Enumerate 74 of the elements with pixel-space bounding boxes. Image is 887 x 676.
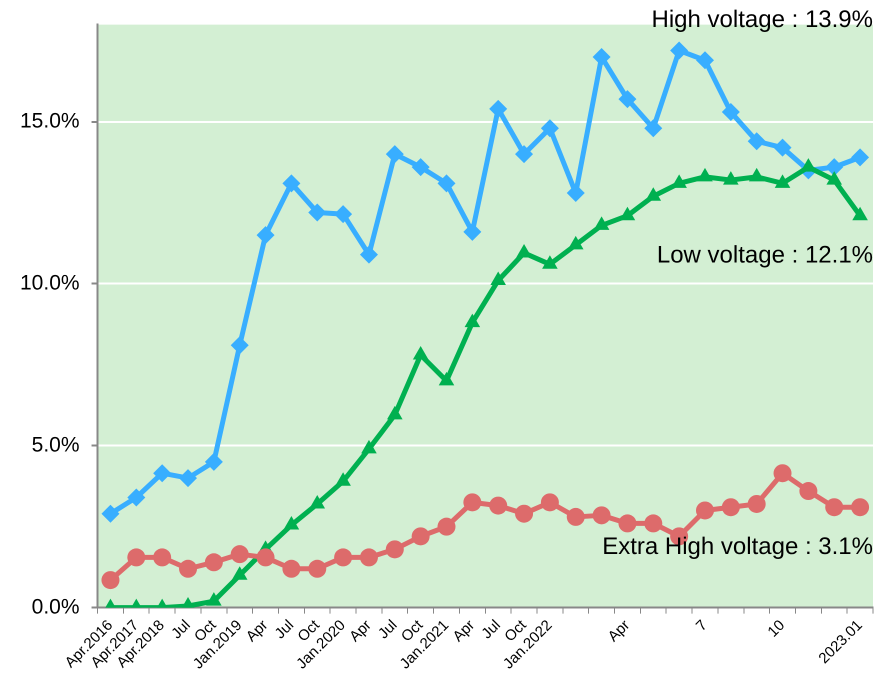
y-tick-label: 5.0% [32, 433, 80, 456]
point [774, 138, 792, 157]
point [153, 548, 172, 566]
series-label: High voltage : 13.9% [652, 6, 873, 34]
point [360, 548, 378, 566]
point [748, 494, 766, 513]
x-tick-label: Apr [604, 616, 634, 646]
point [799, 482, 818, 500]
point [644, 119, 662, 138]
point [696, 501, 714, 520]
point [670, 42, 688, 60]
point [153, 464, 172, 482]
x-tick-label: Apr [450, 616, 478, 646]
point [412, 527, 430, 546]
point [618, 514, 636, 532]
x-tick-label: Apr [346, 616, 375, 646]
series-label: Low voltage : 12.1% [656, 241, 873, 268]
point [489, 100, 508, 118]
point [540, 119, 559, 138]
y-tick-label: 15.0% [20, 110, 80, 133]
point [127, 548, 146, 566]
point [179, 469, 198, 488]
point [282, 174, 300, 192]
x-tick-label: 7 [692, 616, 711, 635]
point [774, 464, 792, 482]
point [282, 560, 300, 578]
point [463, 222, 482, 241]
point [825, 158, 844, 176]
point [592, 48, 611, 66]
y-tick-label: 10.0% [20, 272, 80, 295]
point [179, 560, 198, 578]
x-tick-label: Jul [374, 616, 401, 642]
point [515, 504, 534, 523]
point [489, 496, 508, 515]
point [204, 452, 223, 471]
point [463, 493, 482, 512]
point [722, 103, 740, 122]
point [696, 51, 714, 70]
point [412, 158, 430, 176]
x-tick-label: Jul [168, 616, 194, 642]
point [101, 504, 120, 523]
point [825, 498, 844, 516]
x-tick-label: Apr [242, 616, 272, 646]
point [308, 203, 326, 222]
series-label: Extra High voltage : 3.1% [602, 532, 873, 560]
point [334, 205, 352, 224]
point [334, 548, 352, 566]
x-tick-label: 10 [764, 616, 788, 641]
point [101, 571, 120, 590]
point [256, 226, 275, 244]
point [386, 540, 404, 558]
point [308, 560, 326, 578]
x-tick-label: Jul [478, 616, 504, 642]
point [438, 174, 456, 192]
point [540, 493, 559, 512]
point [386, 145, 404, 164]
point [851, 148, 870, 166]
point [438, 518, 456, 536]
y-tick-label: 0.0% [32, 595, 80, 618]
point [644, 514, 662, 532]
x-tick-label: Jul [272, 616, 298, 642]
point [230, 336, 249, 354]
point [360, 246, 378, 264]
point [127, 488, 146, 506]
point [851, 498, 870, 516]
point [748, 132, 766, 150]
point [515, 145, 534, 164]
point [618, 90, 636, 108]
point [566, 508, 585, 526]
point [592, 506, 611, 524]
point [204, 553, 223, 572]
point [722, 498, 740, 516]
point [256, 548, 275, 566]
point [230, 545, 249, 564]
